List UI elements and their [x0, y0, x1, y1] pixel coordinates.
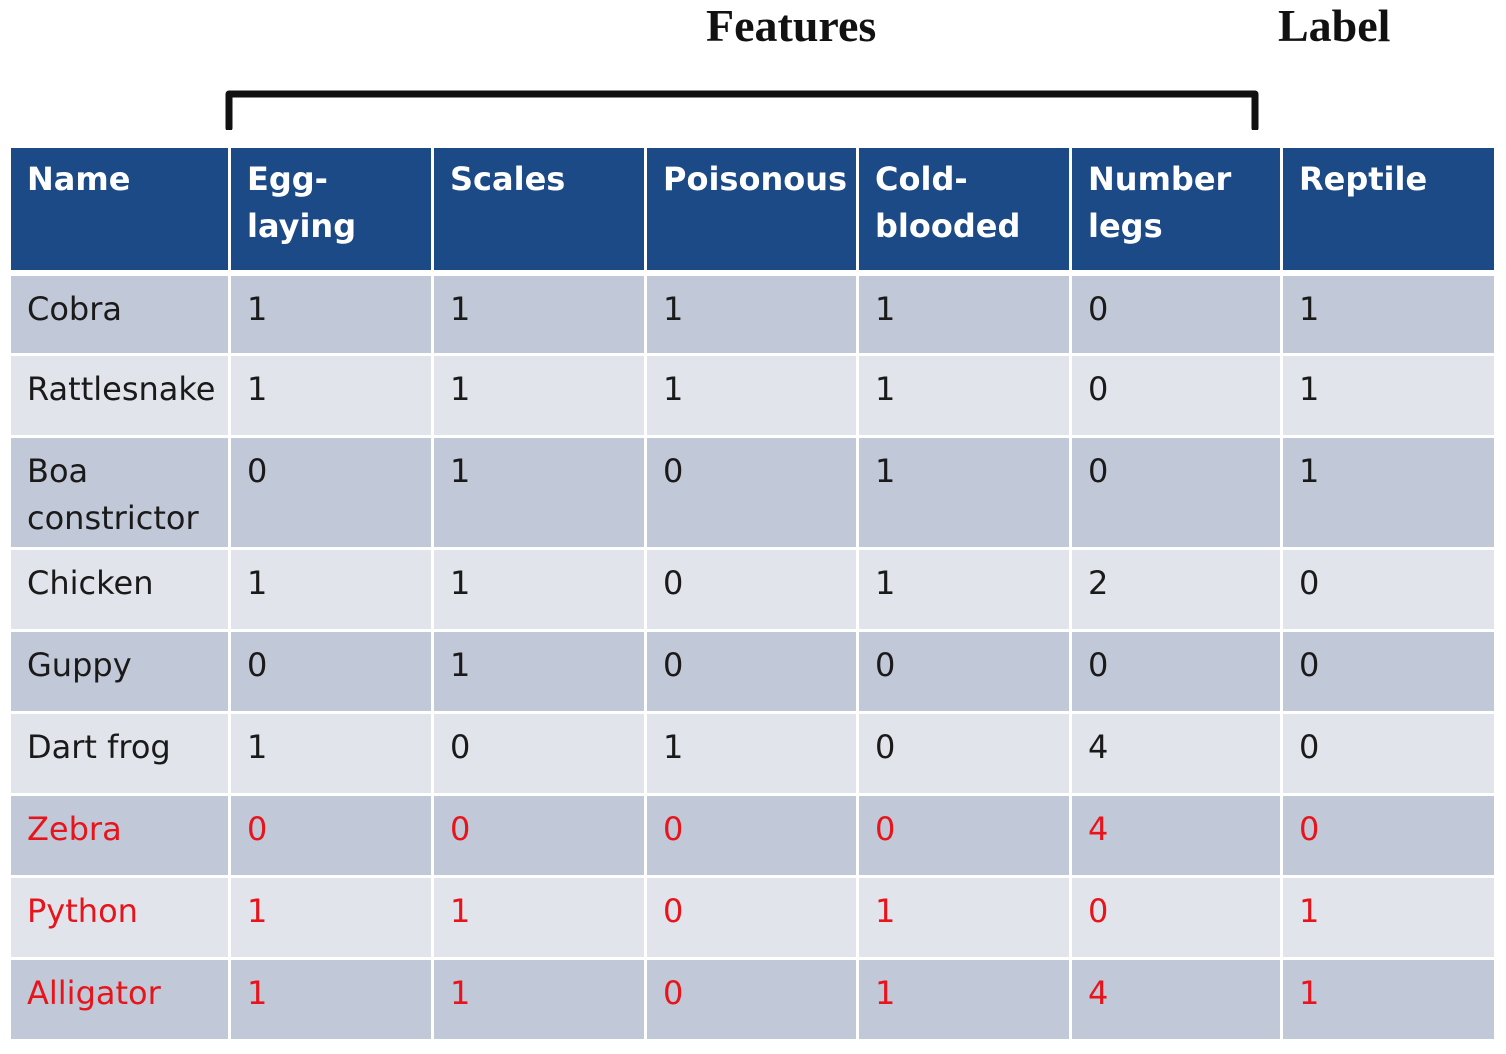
cell-name: Alligator: [8, 957, 231, 1042]
cell-number-legs: 2: [1069, 547, 1283, 632]
cell-poisonous: 0: [644, 793, 859, 878]
cell-scales: 1: [431, 353, 647, 438]
table-row: Alligator 1 1 0 1 4 1: [8, 957, 1497, 1042]
cell-scales: 1: [431, 547, 647, 632]
cell-scales: 1: [431, 957, 647, 1042]
cell-reptile: 0: [1280, 547, 1497, 632]
cell-scales: 1: [431, 435, 647, 550]
cell-egg-laying: 1: [228, 711, 434, 796]
cell-reptile: 1: [1280, 271, 1497, 356]
table-row: Boa constrictor 0 1 0 1 0 1: [8, 435, 1497, 550]
cell-cold-blooded: 1: [856, 957, 1072, 1042]
cell-name: Cobra: [8, 271, 231, 356]
cell-poisonous: 0: [644, 547, 859, 632]
table-row: Cobra 1 1 1 1 0 1: [8, 271, 1497, 356]
cell-number-legs: 0: [1069, 271, 1283, 356]
cell-number-legs: 0: [1069, 353, 1283, 438]
table-row: Rattlesnake 1 1 1 1 0 1: [8, 353, 1497, 438]
cell-egg-laying: 1: [228, 875, 434, 960]
cell-number-legs: 0: [1069, 875, 1283, 960]
cell-name: Rattlesnake: [8, 353, 231, 438]
column-header-scales: Scales: [431, 145, 647, 276]
cell-cold-blooded: 1: [856, 875, 1072, 960]
cell-number-legs: 0: [1069, 435, 1283, 550]
cell-egg-laying: 1: [228, 547, 434, 632]
cell-cold-blooded: 1: [856, 353, 1072, 438]
column-header-name: Name: [8, 145, 231, 276]
table-row: Dart frog 1 0 1 0 4 0: [8, 711, 1497, 796]
label-heading: Label: [1278, 0, 1391, 51]
column-header-cold-blooded: Cold-blooded: [856, 145, 1072, 276]
column-header-egg-laying: Egg-laying: [228, 145, 434, 276]
column-header-reptile: Reptile: [1280, 145, 1497, 276]
cell-cold-blooded: 1: [856, 271, 1072, 356]
cell-cold-blooded: 1: [856, 547, 1072, 632]
table-row: Zebra 0 0 0 0 4 0: [8, 793, 1497, 878]
cell-egg-laying: 1: [228, 353, 434, 438]
cell-number-legs: 4: [1069, 793, 1283, 878]
features-heading: Features: [706, 0, 877, 51]
cell-poisonous: 0: [644, 957, 859, 1042]
cell-number-legs: 0: [1069, 629, 1283, 714]
cell-number-legs: 4: [1069, 711, 1283, 796]
cell-egg-laying: 0: [228, 435, 434, 550]
cell-egg-laying: 0: [228, 793, 434, 878]
cell-scales: 1: [431, 271, 647, 356]
cell-number-legs: 4: [1069, 957, 1283, 1042]
cell-name: Python: [8, 875, 231, 960]
cell-poisonous: 1: [644, 353, 859, 438]
cell-reptile: 1: [1280, 957, 1497, 1042]
cell-egg-laying: 1: [228, 271, 434, 356]
cell-poisonous: 0: [644, 875, 859, 960]
table-row: Python 1 1 0 1 0 1: [8, 875, 1497, 960]
table-row: Guppy 0 1 0 0 0 0: [8, 629, 1497, 714]
cell-reptile: 1: [1280, 435, 1497, 550]
cell-name: Guppy: [8, 629, 231, 714]
cell-poisonous: 0: [644, 629, 859, 714]
header-row: Name Egg-laying Scales Poisonous Cold-bl…: [8, 145, 1497, 276]
features-bracket: [225, 90, 1259, 130]
cell-scales: 0: [431, 711, 647, 796]
cell-scales: 1: [431, 629, 647, 714]
cell-poisonous: 1: [644, 271, 859, 356]
table-row: Chicken 1 1 0 1 2 0: [8, 547, 1497, 632]
cell-cold-blooded: 0: [856, 629, 1072, 714]
cell-name: Dart frog: [8, 711, 231, 796]
cell-egg-laying: 0: [228, 629, 434, 714]
column-header-poisonous: Poisonous: [644, 145, 859, 276]
cell-scales: 0: [431, 793, 647, 878]
cell-reptile: 0: [1280, 629, 1497, 714]
cell-poisonous: 1: [644, 711, 859, 796]
cell-name: Boa constrictor: [8, 435, 231, 550]
cell-name: Zebra: [8, 793, 231, 878]
cell-reptile: 0: [1280, 711, 1497, 796]
cell-name: Chicken: [8, 547, 231, 632]
cell-cold-blooded: 0: [856, 793, 1072, 878]
cell-reptile: 1: [1280, 875, 1497, 960]
cell-cold-blooded: 1: [856, 435, 1072, 550]
cell-scales: 1: [431, 875, 647, 960]
cell-reptile: 0: [1280, 793, 1497, 878]
reptile-data-table: Name Egg-laying Scales Poisonous Cold-bl…: [8, 145, 1497, 1042]
cell-reptile: 1: [1280, 353, 1497, 438]
cell-cold-blooded: 0: [856, 711, 1072, 796]
cell-egg-laying: 1: [228, 957, 434, 1042]
column-header-number-legs: Number legs: [1069, 145, 1283, 276]
cell-poisonous: 0: [644, 435, 859, 550]
